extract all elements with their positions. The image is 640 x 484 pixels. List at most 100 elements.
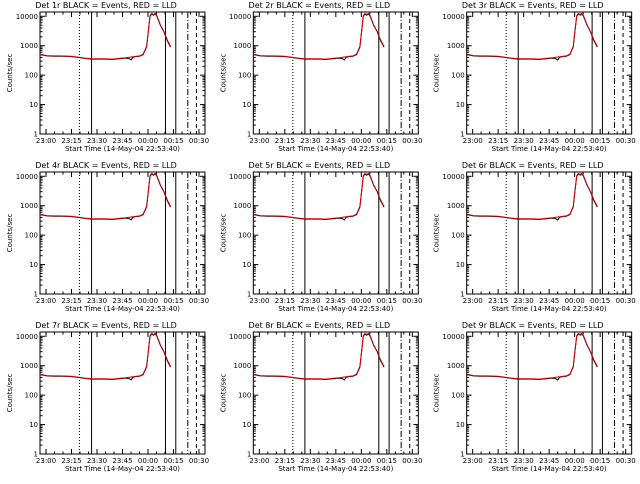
panel-7: Det 7r BLACK = Events, RED = LLD 1 10 100 10…	[6, 321, 209, 473]
lld-series-line	[253, 332, 385, 380]
plot-frame	[39, 331, 206, 455]
y-tick-label: 10000	[229, 333, 251, 341]
x-tick-label: 00:15	[590, 457, 610, 465]
x-tick-label: 00:00	[138, 137, 158, 145]
events-series-line	[40, 13, 172, 61]
plot-frame	[466, 171, 633, 295]
panel-title: Det 9r BLACK = Events, RED = LLD	[462, 321, 604, 330]
x-tick-label: 23:30	[300, 297, 320, 305]
x-tick-label: 23:15	[61, 297, 81, 305]
x-axis-label: Start Time (14-May-04 22:53:40)	[492, 145, 607, 153]
y-tick-label: 10	[242, 101, 251, 109]
x-tick-label: 00:15	[590, 137, 610, 145]
x-tick-label: 00:30	[402, 297, 422, 305]
y-tick-label: 100	[451, 72, 464, 80]
y-tick-label: 10	[29, 101, 38, 109]
x-tick-label: 23:30	[300, 457, 320, 465]
x-tick-label: 00:00	[138, 457, 158, 465]
y-tick-label: 1	[460, 291, 464, 299]
panel-title: Det 8r BLACK = Events, RED = LLD	[249, 321, 391, 330]
x-tick-label: 23:30	[87, 137, 107, 145]
events-series-line	[40, 173, 172, 221]
lld-series-line	[253, 172, 385, 220]
events-series-line	[466, 173, 598, 221]
plot-frame	[252, 11, 419, 135]
x-tick-label: 23:00	[463, 137, 483, 145]
x-tick-label: 00:30	[189, 457, 209, 465]
x-tick-label: 23:15	[61, 457, 81, 465]
plot-frame	[39, 11, 206, 135]
x-tick-label: 23:45	[326, 297, 346, 305]
x-tick-label: 00:15	[163, 457, 183, 465]
y-tick-label: 100	[238, 232, 251, 240]
lld-series-line	[253, 12, 385, 60]
x-tick-label: 23:45	[112, 297, 132, 305]
panel-8: Det 8r BLACK = Events, RED = LLD 1 10 100 10…	[219, 321, 422, 473]
panel-title: Det 4r BLACK = Events, RED = LLD	[35, 161, 177, 170]
y-tick-label: 1000	[234, 202, 252, 210]
y-tick-label: 1	[247, 131, 251, 139]
y-tick-label: 100	[238, 392, 251, 400]
x-tick-label: 23:45	[539, 297, 559, 305]
lld-series-line	[40, 172, 172, 220]
x-tick-label: 23:15	[61, 137, 81, 145]
y-axis-label: Counts/sec	[219, 374, 227, 413]
x-tick-label: 23:00	[463, 297, 483, 305]
y-tick-label: 10	[456, 261, 465, 269]
x-tick-label: 00:30	[616, 297, 636, 305]
y-tick-label: 1000	[234, 362, 252, 370]
y-tick-label: 100	[25, 232, 38, 240]
x-tick-label: 00:00	[565, 137, 585, 145]
x-tick-label: 00:30	[616, 137, 636, 145]
y-tick-label: 10000	[442, 13, 464, 21]
y-axis-label: Counts/sec	[6, 54, 14, 93]
y-tick-label: 1	[460, 451, 464, 459]
x-tick-label: 23:30	[514, 137, 534, 145]
x-tick-label: 23:30	[87, 457, 107, 465]
panel-1: Det 1r BLACK = Events, RED = LLD 1 10 100 10…	[6, 1, 209, 153]
panel-title: Det 7r BLACK = Events, RED = LLD	[35, 321, 177, 330]
x-tick-label: 23:00	[36, 457, 56, 465]
y-axis-label: Counts/sec	[219, 214, 227, 253]
lld-series-line	[40, 12, 172, 60]
events-series-line	[40, 333, 172, 381]
x-tick-label: 00:15	[377, 137, 397, 145]
y-tick-label: 100	[25, 72, 38, 80]
y-axis-label: Counts/sec	[6, 214, 14, 253]
y-tick-label: 10	[456, 101, 465, 109]
x-axis-label: Start Time (14-May-04 22:53:40)	[492, 305, 607, 313]
y-tick-label: 10	[456, 421, 465, 429]
x-tick-label: 00:30	[402, 137, 422, 145]
x-tick-label: 23:00	[249, 457, 269, 465]
y-tick-label: 1000	[447, 362, 465, 370]
y-tick-label: 1000	[234, 42, 252, 50]
x-axis-label: Start Time (14-May-04 22:53:40)	[278, 145, 393, 153]
y-tick-label: 100	[238, 72, 251, 80]
lld-series-line	[466, 172, 598, 220]
x-axis-label: Start Time (14-May-04 22:53:40)	[492, 465, 607, 473]
y-axis-label: Counts/sec	[6, 374, 14, 413]
events-series-line	[253, 13, 385, 61]
plot-frame	[466, 11, 633, 135]
y-tick-label: 10000	[16, 173, 38, 181]
y-tick-label: 10	[242, 261, 251, 269]
x-tick-label: 23:45	[326, 457, 346, 465]
x-tick-label: 00:00	[351, 457, 371, 465]
lld-series-line	[466, 332, 598, 380]
x-axis-label: Start Time (14-May-04 22:53:40)	[65, 305, 180, 313]
x-tick-label: 00:30	[189, 297, 209, 305]
y-tick-label: 1	[247, 451, 251, 459]
y-tick-label: 1	[34, 451, 38, 459]
y-tick-label: 10000	[442, 333, 464, 341]
y-tick-label: 10000	[16, 333, 38, 341]
x-tick-label: 00:15	[163, 137, 183, 145]
panel-2: Det 2r BLACK = Events, RED = LLD 1 10 100 10…	[219, 1, 422, 153]
y-tick-label: 10	[29, 261, 38, 269]
plot-frame	[252, 331, 419, 455]
x-tick-label: 00:30	[402, 457, 422, 465]
x-tick-label: 23:45	[112, 137, 132, 145]
y-axis-label: Counts/sec	[219, 54, 227, 93]
x-axis-label: Start Time (14-May-04 22:53:40)	[65, 145, 180, 153]
